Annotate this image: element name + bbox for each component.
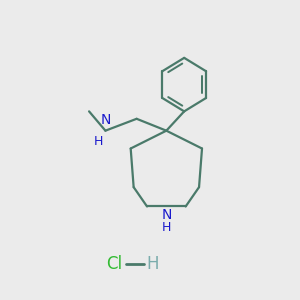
Text: N: N [161, 208, 172, 222]
Text: N: N [100, 113, 111, 127]
Text: H: H [147, 255, 159, 273]
Text: H: H [93, 135, 103, 148]
Text: Cl: Cl [106, 255, 122, 273]
Text: H: H [162, 221, 171, 234]
